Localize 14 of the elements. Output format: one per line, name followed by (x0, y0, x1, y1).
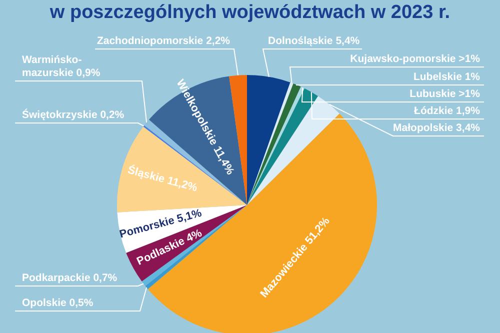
slice-label: Podkarpackie 0,7% (22, 272, 118, 284)
slice-label: Świętokrzyskie 0,2% (22, 108, 125, 121)
slice-label: Lubuskie >1% (410, 88, 481, 100)
slice-label: Małopolskie 3,4% (393, 122, 481, 134)
pie-slice (247, 88, 318, 205)
slice-label: Kujawsko-pomorskie >1% (350, 53, 481, 65)
slice-label: Lubelskie 1% (413, 71, 481, 83)
chart-title: w poszczególnych województwach w 2023 r. (48, 2, 452, 24)
slice-label: Śląskie 11,2% (126, 163, 200, 194)
slice-label: Dolnośląskie 5,4% (268, 35, 360, 47)
slice-label: Opolskie 0,5% (22, 297, 94, 309)
slice-label: Łódzkie 1,9% (414, 105, 481, 117)
slice-label: Zachodniopomorskie 2,2% (96, 35, 231, 47)
slice-label: Warmińsko-mazurskie 0,9% (22, 54, 101, 79)
